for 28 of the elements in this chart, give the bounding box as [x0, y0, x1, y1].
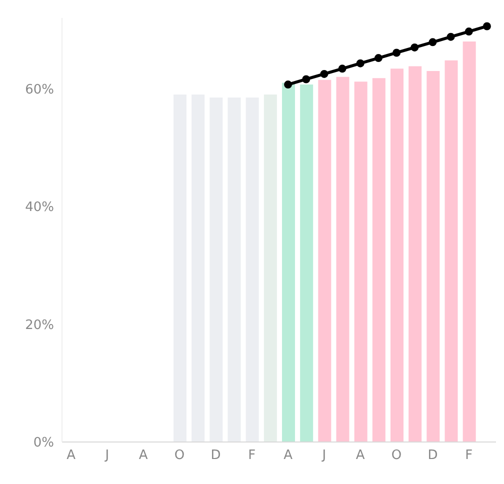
x-tick-label: F — [465, 448, 473, 464]
x-tick-label: J — [104, 448, 110, 464]
point — [356, 59, 364, 68]
point — [428, 38, 437, 46]
point — [392, 48, 401, 57]
point — [410, 43, 419, 52]
x-tick-label: D — [210, 448, 221, 464]
x-tick-label: A — [138, 448, 148, 464]
x-tick-label: A — [356, 448, 365, 464]
point — [374, 54, 382, 62]
point — [320, 70, 328, 78]
x-tick-label: A — [284, 448, 293, 464]
point — [284, 80, 292, 89]
x-tick-label: D — [428, 448, 438, 464]
y-tick-label: 40% — [25, 200, 54, 216]
x-tick-label: O — [391, 448, 402, 464]
y-tick-label: 20% — [25, 318, 54, 333]
x-tick-label: J — [321, 448, 326, 464]
x-tick-label: O — [174, 448, 185, 464]
point — [302, 75, 310, 84]
point — [464, 28, 473, 36]
x-tick-label: F — [248, 448, 256, 464]
x-tick-label: A — [66, 448, 76, 464]
point — [338, 64, 346, 73]
point — [446, 32, 455, 41]
point — [482, 22, 491, 30]
y-tick-label: 0% — [33, 436, 54, 451]
y-tick-label: 60% — [25, 82, 54, 98]
